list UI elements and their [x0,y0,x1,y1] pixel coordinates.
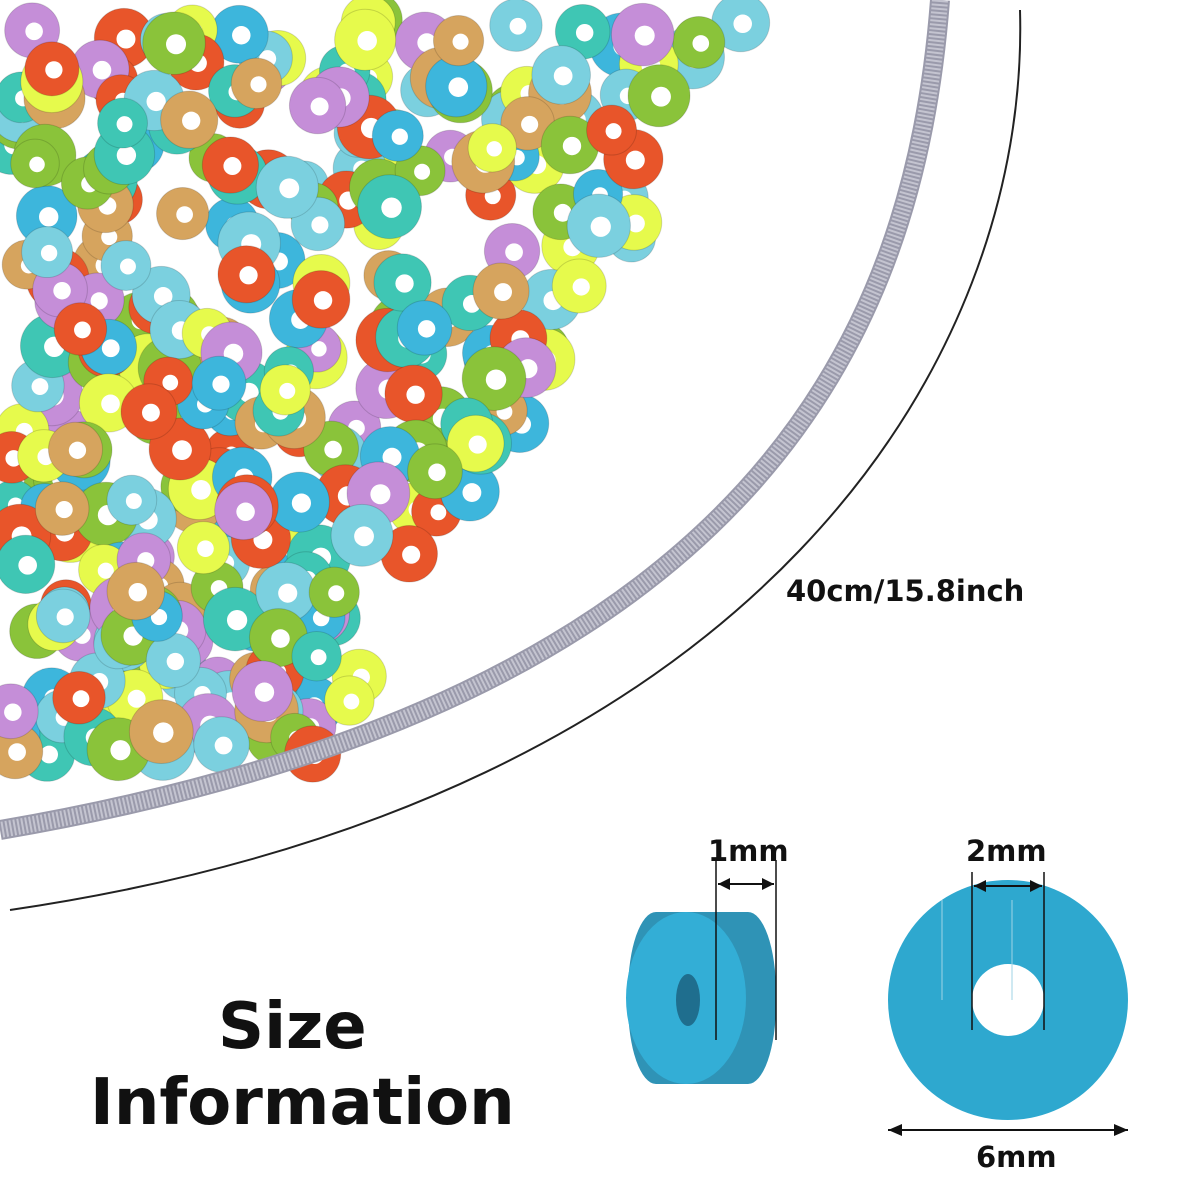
outer-diameter-label: 6mm [976,1140,1057,1174]
dimension-arrow-icon [974,880,1042,892]
strand-length-label: 40cm/15.8inch [786,574,1025,608]
bead-side-view-icon [626,860,777,1084]
hole-diameter-label: 2mm [966,834,1047,868]
page-title-line1: Size [218,990,367,1064]
dimension-arrow-icon [718,878,774,890]
bead-front-view-icon [888,872,1128,1120]
bead-strand-image [0,0,950,840]
thickness-label: 1mm [708,834,789,868]
dimension-arrow-icon [888,1124,1128,1136]
bead-pile-image [0,0,771,783]
background-arc [9,9,1022,911]
page-title-line2: Information [90,1066,515,1140]
